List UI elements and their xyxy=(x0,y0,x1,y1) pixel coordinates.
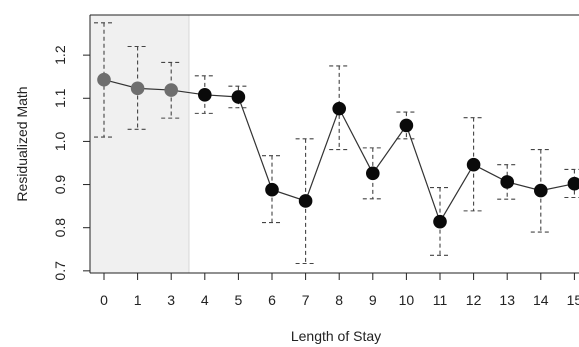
data-point xyxy=(164,83,178,97)
y-tick-label: 0.9 xyxy=(52,175,68,195)
x-tick-label: 1 xyxy=(134,292,142,308)
data-point xyxy=(265,182,279,197)
x-tick-label: 13 xyxy=(499,292,515,308)
x-tick-label: 6 xyxy=(268,292,276,308)
x-tick-label: 7 xyxy=(302,292,310,308)
x-axis-ticks: 0 1 3 4 5 6 7 8 9 10 11 12 13 14 15 xyxy=(100,273,579,308)
error-bars xyxy=(94,22,579,265)
x-tick-label: 8 xyxy=(335,292,343,308)
data-point xyxy=(500,175,514,189)
data-point xyxy=(433,214,447,229)
x-tick-label: 10 xyxy=(399,292,415,308)
data-point xyxy=(534,183,548,198)
data-point xyxy=(231,90,246,104)
shaded-region xyxy=(89,14,190,274)
x-tick-label: 5 xyxy=(235,292,243,308)
data-point xyxy=(298,194,313,208)
data-point xyxy=(567,176,579,191)
x-tick-label: 3 xyxy=(167,292,175,308)
x-tick-label: 14 xyxy=(533,292,549,308)
y-tick-label: 1.1 xyxy=(52,88,68,108)
y-tick-label: 1.2 xyxy=(52,45,68,65)
x-tick-label: 9 xyxy=(369,292,377,308)
y-tick-label: 0.7 xyxy=(52,261,68,281)
x-axis-label: Length of Stay xyxy=(291,328,381,344)
data-point xyxy=(198,88,212,102)
data-point xyxy=(399,118,414,133)
data-point xyxy=(130,81,145,96)
data-points xyxy=(97,72,579,229)
data-point xyxy=(466,157,481,172)
y-axis-label: Residualized Math xyxy=(14,86,30,201)
y-axis-ticks: 0.7 0.8 0.9 1.0 1.1 1.2 xyxy=(52,45,90,281)
x-tick-label: 12 xyxy=(466,292,482,308)
x-tick-label: 4 xyxy=(201,292,209,308)
data-point xyxy=(332,101,347,116)
y-tick-label: 0.8 xyxy=(52,218,68,238)
data-point xyxy=(366,166,380,181)
y-tick-label: 1.0 xyxy=(52,131,68,151)
x-tick-label: 15 xyxy=(567,292,579,308)
x-tick-label: 11 xyxy=(433,292,448,308)
data-point xyxy=(97,72,111,87)
x-tick-label: 0 xyxy=(100,292,108,308)
